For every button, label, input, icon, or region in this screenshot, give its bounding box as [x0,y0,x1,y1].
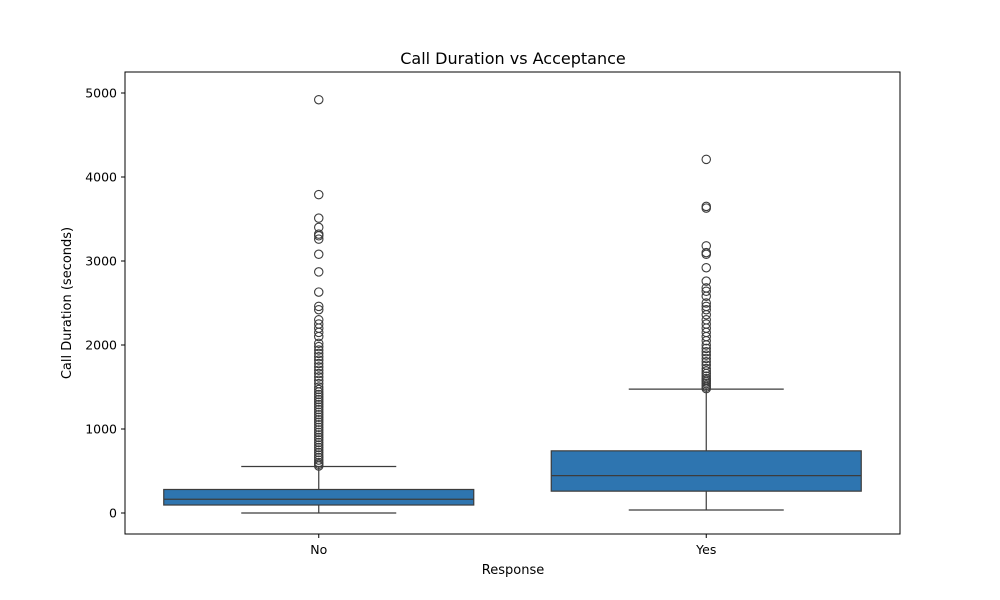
outlier-point [701,346,711,357]
outlier-point [701,373,711,384]
outlier-point [313,435,324,445]
outlier-point [701,241,711,251]
outlier-point [313,437,324,448]
chart-title: Call Duration vs Acceptance [400,49,626,68]
outlier-point [313,338,324,349]
box-group-no [163,94,475,514]
outlier-point [701,363,711,374]
outlier-point [313,412,324,422]
outlier-point [313,407,324,417]
outlier-point [313,422,324,433]
outlier-point [701,319,711,329]
outlier-point [313,234,324,244]
axes-frame [124,71,901,535]
outlier-point [313,378,324,389]
outlier-point [313,402,324,412]
y-tick-label: 2000 [85,338,117,353]
outlier-point [313,222,324,233]
outlier-point [313,319,324,329]
outlier-point [313,415,324,425]
outlier-point [313,430,324,440]
outlier-point [701,343,711,354]
outlier-point [313,348,324,359]
outlier-point [313,457,324,468]
outlier-point [701,304,711,315]
outlier-point [313,397,324,407]
outlier-point [701,366,711,376]
outlier-point [313,420,324,430]
outlier-point [313,399,324,410]
outlier-point [313,249,324,260]
x-axis-label: Response [482,563,544,578]
outlier-point [701,286,711,296]
outlier-point [313,394,324,405]
outlier-point [313,442,324,453]
outlier-point [313,445,324,455]
outlier-point [313,358,324,369]
y-tick-label: 0 [109,506,117,521]
outlier-point [701,247,711,258]
outlier-point [313,425,324,435]
outlier-point [701,315,711,325]
axis-ticks: No Yes 0 1000 2000 3000 4000 5000 [85,86,716,558]
outlier-point [313,372,324,382]
outlier-point [313,345,324,355]
outlier-point [313,189,324,200]
y-tick-label: 1000 [85,422,117,437]
box-iqr [550,450,862,492]
outlier-point [313,94,324,105]
outlier-point [313,352,324,362]
outlier-point [313,384,324,395]
outlier-point [313,452,324,463]
outlier-point [313,315,324,325]
outlier-point [313,304,324,315]
outlier-point [701,283,711,293]
outlier-point [313,287,324,297]
outlier-point [701,350,711,360]
outlier-point [701,154,711,165]
outlier-point [313,432,324,443]
outlier-point [313,365,324,375]
y-axis-label: Call Duration (seconds) [60,227,75,379]
outlier-point [701,201,711,212]
outlier-point [313,341,324,352]
outlier-point [701,360,711,370]
box-iqr [163,488,475,506]
outlier-point [313,355,324,365]
x-tick-label: No [310,542,327,557]
outlier-point [701,353,711,364]
outlier-point [313,417,324,428]
outlier-point [313,404,324,415]
outlier-point [313,229,324,239]
outlier-point [701,276,711,286]
outlier-point [313,382,324,392]
outlier-point [313,301,324,312]
y-tick-label: 5000 [85,86,117,101]
y-tick-label: 3000 [85,254,117,269]
outlier-point [313,375,324,386]
outlier-point [313,389,324,400]
outlier-point [313,267,324,277]
outlier-point [313,368,324,379]
outlier-point [313,450,324,460]
outlier-point [701,371,711,381]
outlier-point [313,213,324,223]
outlier-point [701,262,711,273]
outlier-point [701,301,711,312]
outlier-point [313,392,324,402]
plot-area [163,94,862,514]
outlier-point [313,455,324,465]
outlier-point [313,427,324,438]
outlier-point [313,447,324,458]
y-tick-label: 4000 [85,170,117,185]
box-group-yes [550,154,862,511]
outlier-point [313,409,324,420]
x-tick-label: Yes [695,542,716,557]
outlier-point [701,357,711,367]
outlier-point [313,362,324,372]
outlier-point [701,298,711,308]
outlier-point [313,440,324,450]
